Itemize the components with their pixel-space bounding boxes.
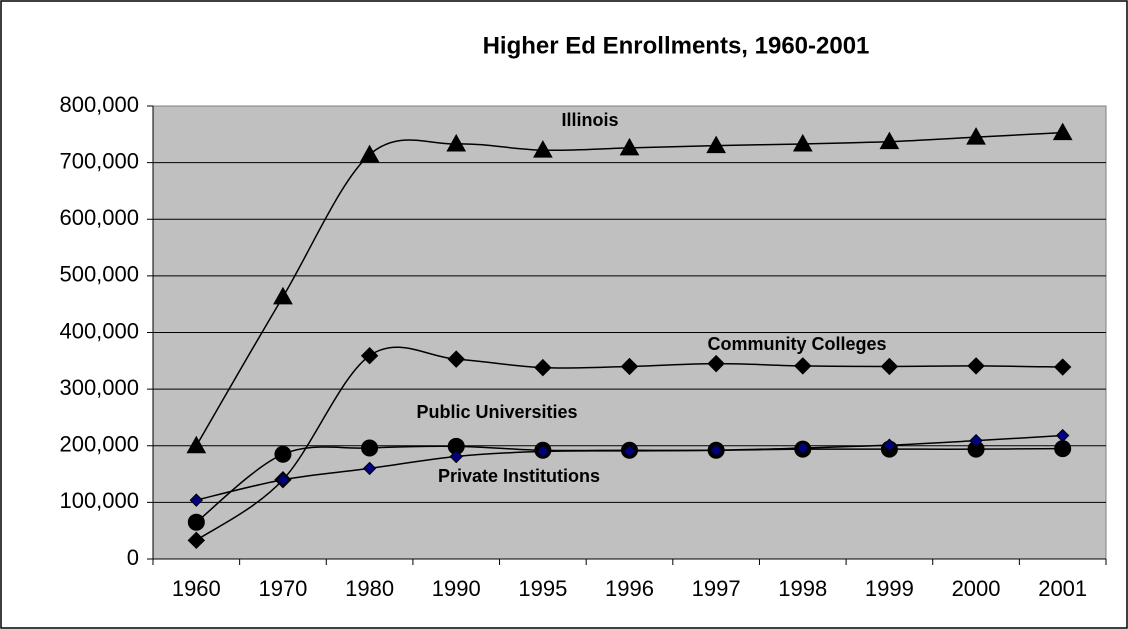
marker bbox=[966, 127, 986, 145]
marker bbox=[276, 473, 290, 487]
marker bbox=[622, 444, 637, 458]
y-tick-label: 200,000 bbox=[59, 432, 139, 457]
x-tick-label: 1997 bbox=[692, 576, 741, 601]
marker bbox=[361, 439, 379, 457]
chart-title: Higher Ed Enrollments, 1960-2001 bbox=[483, 32, 870, 59]
y-tick-label: 500,000 bbox=[59, 262, 139, 287]
marker bbox=[274, 445, 292, 463]
marker bbox=[879, 131, 900, 150]
marker bbox=[449, 449, 463, 464]
marker bbox=[709, 443, 723, 457]
marker bbox=[882, 438, 897, 452]
x-tick-label: 2001 bbox=[1038, 576, 1087, 601]
x-tick-label: 2000 bbox=[952, 576, 1001, 601]
series-label: Private Institutions bbox=[438, 466, 600, 486]
marker bbox=[186, 435, 207, 454]
marker bbox=[880, 357, 899, 376]
marker bbox=[796, 441, 810, 455]
marker bbox=[536, 444, 550, 459]
marker bbox=[1053, 358, 1072, 376]
marker bbox=[187, 531, 206, 550]
marker bbox=[1055, 428, 1070, 443]
marker bbox=[273, 286, 293, 305]
marker bbox=[534, 358, 552, 377]
marker bbox=[706, 135, 726, 154]
x-tick-label: 1998 bbox=[778, 576, 827, 601]
series-label: Community Colleges bbox=[707, 334, 886, 354]
marker bbox=[359, 144, 380, 163]
series-label: Public Universities bbox=[416, 402, 577, 422]
marker bbox=[1052, 122, 1073, 141]
marker bbox=[189, 493, 204, 507]
marker bbox=[792, 133, 813, 152]
marker bbox=[1054, 440, 1072, 458]
y-tick-label: 600,000 bbox=[59, 205, 139, 230]
x-tick-label: 1999 bbox=[865, 576, 914, 601]
y-tick-label: 100,000 bbox=[59, 488, 139, 513]
marker bbox=[533, 140, 553, 158]
x-tick-label: 1995 bbox=[518, 576, 567, 601]
marker bbox=[707, 354, 725, 373]
x-tick-label: 1960 bbox=[172, 576, 221, 601]
x-tick-label: 1990 bbox=[432, 576, 481, 601]
y-tick-label: 700,000 bbox=[59, 148, 139, 173]
y-tick-label: 300,000 bbox=[59, 375, 139, 400]
marker bbox=[447, 350, 465, 368]
marker bbox=[967, 357, 985, 375]
x-tick-label: 1980 bbox=[345, 576, 394, 601]
marker bbox=[446, 133, 467, 152]
marker bbox=[794, 357, 812, 375]
series-label: Illinois bbox=[561, 110, 618, 130]
marker bbox=[187, 513, 205, 531]
marker bbox=[360, 347, 379, 365]
y-tick-label: 800,000 bbox=[59, 92, 139, 117]
marker bbox=[969, 433, 983, 448]
series-line bbox=[195, 346, 1063, 541]
series-line bbox=[195, 131, 1063, 447]
x-tick-label: 1996 bbox=[605, 576, 654, 601]
marker bbox=[362, 461, 377, 476]
y-tick-label: 400,000 bbox=[59, 318, 139, 343]
marker bbox=[620, 357, 639, 376]
y-tick-label: 0 bbox=[127, 545, 139, 570]
marker bbox=[619, 137, 640, 156]
x-tick-label: 1970 bbox=[258, 576, 307, 601]
